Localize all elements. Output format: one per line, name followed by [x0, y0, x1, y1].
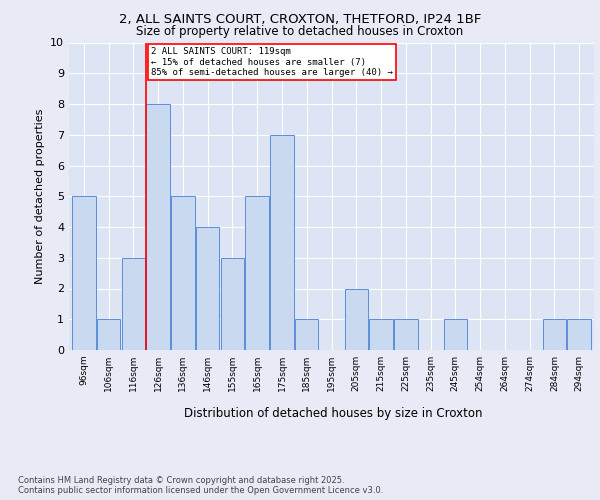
Text: Distribution of detached houses by size in Croxton: Distribution of detached houses by size …	[184, 408, 482, 420]
Text: 2 ALL SAINTS COURT: 119sqm
← 15% of detached houses are smaller (7)
85% of semi-: 2 ALL SAINTS COURT: 119sqm ← 15% of deta…	[151, 47, 392, 77]
Bar	[97, 320, 121, 350]
Text: Size of property relative to detached houses in Croxton: Size of property relative to detached ho…	[136, 25, 464, 38]
Y-axis label: Number of detached properties: Number of detached properties	[35, 108, 44, 284]
Bar	[146, 104, 170, 350]
Bar	[542, 320, 566, 350]
Text: 2, ALL SAINTS COURT, CROXTON, THETFORD, IP24 1BF: 2, ALL SAINTS COURT, CROXTON, THETFORD, …	[119, 12, 481, 26]
Bar	[245, 196, 269, 350]
Bar	[394, 320, 418, 350]
Bar	[221, 258, 244, 350]
Bar	[270, 134, 294, 350]
Bar	[72, 196, 95, 350]
Text: Contains HM Land Registry data © Crown copyright and database right 2025.
Contai: Contains HM Land Registry data © Crown c…	[18, 476, 383, 495]
Bar	[171, 196, 194, 350]
Bar	[295, 320, 319, 350]
Bar	[568, 320, 591, 350]
Bar	[369, 320, 393, 350]
Bar	[196, 227, 220, 350]
Bar	[344, 288, 368, 350]
Bar	[122, 258, 145, 350]
Bar	[443, 320, 467, 350]
